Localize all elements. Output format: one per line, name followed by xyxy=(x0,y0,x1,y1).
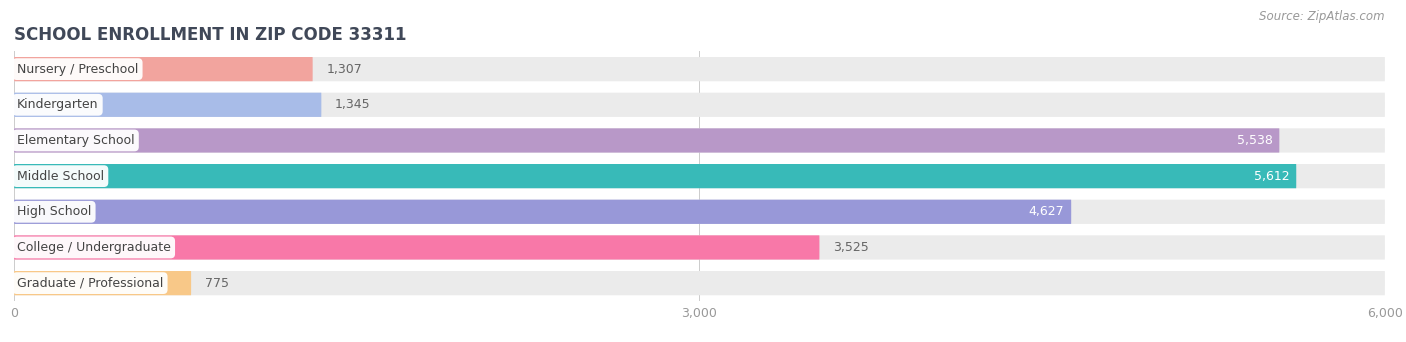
FancyBboxPatch shape xyxy=(14,200,1071,224)
FancyBboxPatch shape xyxy=(14,93,1385,117)
FancyBboxPatch shape xyxy=(14,57,312,81)
FancyBboxPatch shape xyxy=(14,235,820,260)
Text: SCHOOL ENROLLMENT IN ZIP CODE 33311: SCHOOL ENROLLMENT IN ZIP CODE 33311 xyxy=(14,26,406,44)
FancyBboxPatch shape xyxy=(14,164,1385,188)
FancyBboxPatch shape xyxy=(14,128,1279,153)
FancyBboxPatch shape xyxy=(14,93,322,117)
Text: Source: ZipAtlas.com: Source: ZipAtlas.com xyxy=(1260,10,1385,23)
Text: College / Undergraduate: College / Undergraduate xyxy=(17,241,170,254)
Text: 5,612: 5,612 xyxy=(1254,170,1289,183)
FancyBboxPatch shape xyxy=(14,128,1385,153)
Text: Graduate / Professional: Graduate / Professional xyxy=(17,277,163,290)
FancyBboxPatch shape xyxy=(14,271,191,295)
FancyBboxPatch shape xyxy=(14,235,1385,260)
Text: 5,538: 5,538 xyxy=(1237,134,1272,147)
Text: Nursery / Preschool: Nursery / Preschool xyxy=(17,63,138,76)
Text: 775: 775 xyxy=(205,277,229,290)
Text: High School: High School xyxy=(17,205,91,218)
FancyBboxPatch shape xyxy=(14,57,1385,81)
FancyBboxPatch shape xyxy=(14,200,1385,224)
Text: 1,307: 1,307 xyxy=(326,63,363,76)
Text: Elementary School: Elementary School xyxy=(17,134,135,147)
FancyBboxPatch shape xyxy=(14,271,1385,295)
Text: 4,627: 4,627 xyxy=(1029,205,1064,218)
Text: 3,525: 3,525 xyxy=(834,241,869,254)
FancyBboxPatch shape xyxy=(14,164,1296,188)
Text: 1,345: 1,345 xyxy=(335,98,371,111)
Text: Middle School: Middle School xyxy=(17,170,104,183)
Text: Kindergarten: Kindergarten xyxy=(17,98,98,111)
